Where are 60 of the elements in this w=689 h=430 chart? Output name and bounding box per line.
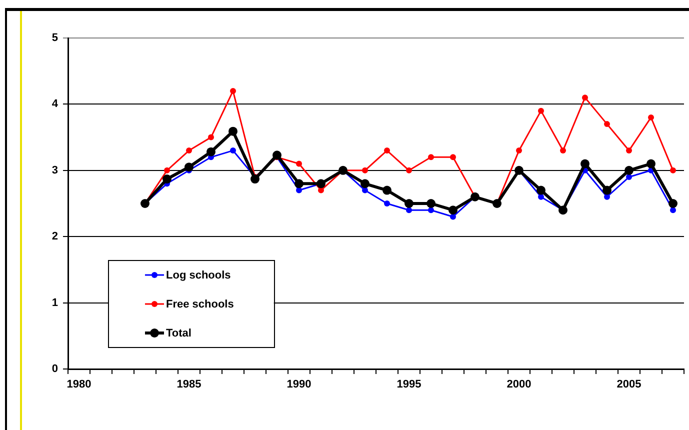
point <box>362 187 368 194</box>
point <box>186 148 192 154</box>
x-tick-label: 1985 <box>176 378 202 391</box>
point <box>162 174 172 184</box>
x-tick-label: 1995 <box>396 378 422 391</box>
legend-label: Total <box>166 328 192 340</box>
y-tick-label: 5 <box>52 32 58 44</box>
point <box>228 126 238 136</box>
point <box>448 206 458 215</box>
x-tick-label: 2000 <box>506 378 532 391</box>
point <box>208 134 214 140</box>
x-tick-label: 2005 <box>616 378 642 391</box>
y-tick-label: 0 <box>52 363 58 376</box>
point <box>626 148 632 154</box>
point <box>230 88 236 94</box>
point <box>450 154 456 160</box>
x-tick-label: 1990 <box>286 378 312 391</box>
point <box>250 174 260 184</box>
point <box>272 150 282 160</box>
point <box>184 162 194 172</box>
point <box>428 207 434 214</box>
point <box>384 148 390 154</box>
point <box>516 148 522 154</box>
legend-label: Log schools <box>166 270 231 282</box>
y-tick-label: 1 <box>52 296 58 309</box>
point <box>560 148 566 154</box>
point <box>538 108 544 114</box>
point <box>536 186 546 195</box>
point <box>206 147 216 156</box>
point <box>582 94 588 101</box>
point <box>670 207 676 214</box>
point <box>230 148 236 154</box>
point <box>646 159 656 168</box>
y-tick-label: 2 <box>52 230 58 243</box>
point <box>296 187 302 194</box>
point <box>670 167 676 174</box>
point <box>404 199 414 208</box>
y-tick-label: 3 <box>52 164 58 176</box>
point <box>406 167 412 174</box>
point <box>294 179 304 188</box>
legend-label: Free schools <box>166 298 234 311</box>
point <box>318 187 324 194</box>
point <box>428 154 434 160</box>
point <box>426 199 436 208</box>
point <box>624 166 634 175</box>
point <box>382 186 392 195</box>
y-tick-label: 4 <box>52 98 59 110</box>
point <box>668 199 678 208</box>
point <box>580 159 590 168</box>
point <box>360 179 370 188</box>
point <box>626 174 632 180</box>
point <box>296 160 302 167</box>
point <box>164 167 170 174</box>
point <box>406 207 412 214</box>
point <box>648 114 654 120</box>
point <box>362 167 368 174</box>
point <box>384 200 390 206</box>
point <box>602 186 612 195</box>
x-tick-label: 1980 <box>66 378 92 391</box>
point <box>604 121 610 128</box>
